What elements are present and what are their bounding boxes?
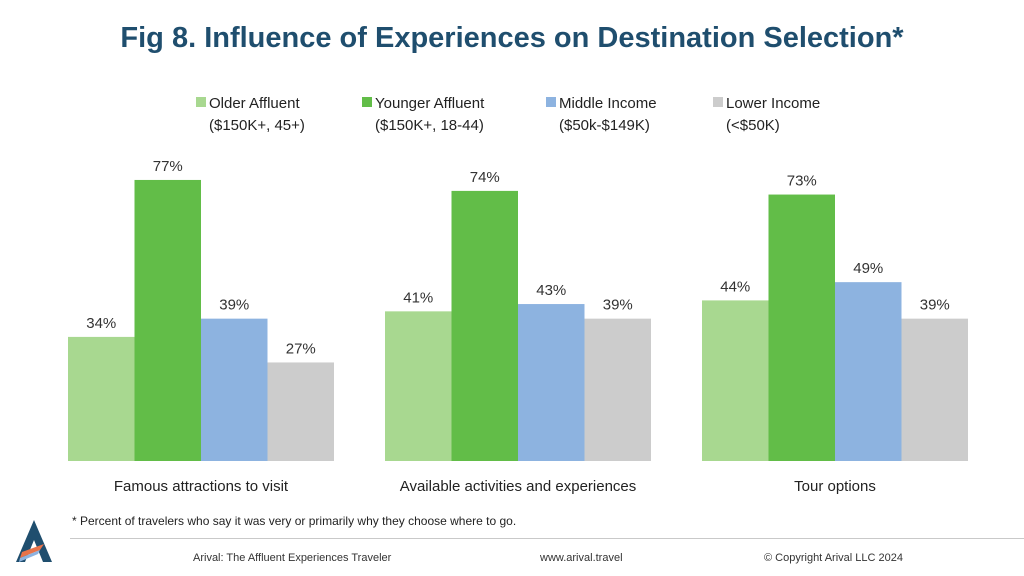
bar [385,311,452,461]
bar [835,282,902,461]
data-label: 39% [219,297,249,314]
data-label: 27% [286,340,316,357]
legend-swatch [196,97,206,107]
legend-swatch [713,97,723,107]
bar [702,300,769,461]
legend-label: Lower Income [726,95,820,112]
bar [68,336,135,461]
legend-sublabel: ($150K+, 45+) [209,117,305,134]
legend-sublabel: (<$50K) [726,117,780,134]
legend-label: Older Affluent [209,95,300,112]
bar [134,179,201,461]
bar-chart: Older Affluent ($150K+, 45+) Younger Afflu… [68,95,968,495]
footer-website-link[interactable]: www.arival.travel [540,552,623,564]
data-label: 41% [403,289,433,306]
data-label: 74% [470,169,500,186]
legend-label: Younger Affluent [375,95,485,112]
data-label: 39% [920,297,950,314]
arival-logo-icon [16,520,52,562]
chart-title: Fig 8. Influence of Experiences on Desti… [120,22,904,54]
data-label: 73% [787,173,817,190]
category-label: Available activities and experiences [400,478,637,495]
bar [267,362,334,461]
data-label: 39% [603,297,633,314]
bar [451,190,518,461]
data-label: 49% [853,260,883,277]
footer-copyright: © Copyright Arival LLC 2024 [764,552,903,564]
bar [768,194,835,462]
footnote: * Percent of travelers who say it was ve… [72,514,517,528]
legend-sublabel: ($50k-$149K) [559,117,650,134]
legend-sublabel: ($150K+, 18-44) [375,117,484,134]
data-label: 34% [86,315,116,332]
bar [518,304,585,461]
data-label: 44% [720,278,750,295]
category-label: Tour options [794,478,876,495]
legend-swatch [546,97,556,107]
legend-swatch [362,97,372,107]
footer-left-text: Arival: The Affluent Experiences Travele… [193,552,392,564]
bar [584,318,651,461]
bar [901,318,968,461]
data-label: 43% [536,282,566,299]
legend-label: Middle Income [559,95,657,112]
data-label: 77% [153,158,183,175]
category-label: Famous attractions to visit [114,478,289,495]
footer-divider [70,538,1024,539]
bar [201,318,268,461]
